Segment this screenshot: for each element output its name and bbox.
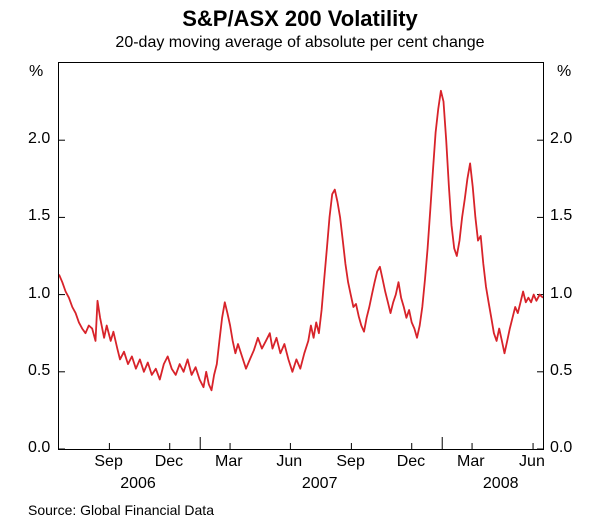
ytick-right: 2.0 [550,130,572,148]
chart-subtitle: 20-day moving average of absolute per ce… [0,34,600,52]
ytick-right: 1.5 [550,207,572,225]
chart-source: Source: Global Financial Data [28,502,214,518]
ytick-right: 0.5 [550,362,572,380]
volatility-chart: S&P/ASX 200 Volatility 20-day moving ave… [0,0,600,521]
plot-area [58,62,544,450]
xtick-month: Dec [397,453,425,471]
xtick-month: Sep [336,453,364,471]
y-unit-left: % [29,63,43,81]
xtick-year: 2007 [302,475,338,493]
xtick-month: Sep [94,453,122,471]
xtick-month: Mar [215,453,243,471]
ytick-left: 0.5 [28,362,50,380]
xtick-year: 2008 [483,475,519,493]
xtick-month: Dec [155,453,183,471]
xtick-month: Jun [276,453,302,471]
xtick-month: Jun [519,453,545,471]
ytick-left: 0.0 [28,439,50,457]
plot-svg [59,63,543,449]
ytick-right: 1.0 [550,285,572,303]
ytick-right: 0.0 [550,439,572,457]
chart-title: S&P/ASX 200 Volatility [0,6,600,32]
y-unit-right: % [557,63,571,81]
volatility-line [59,91,543,391]
ytick-left: 1.5 [28,207,50,225]
xtick-month: Mar [457,453,485,471]
ytick-left: 1.0 [28,285,50,303]
xtick-year: 2006 [120,475,156,493]
ytick-left: 2.0 [28,130,50,148]
